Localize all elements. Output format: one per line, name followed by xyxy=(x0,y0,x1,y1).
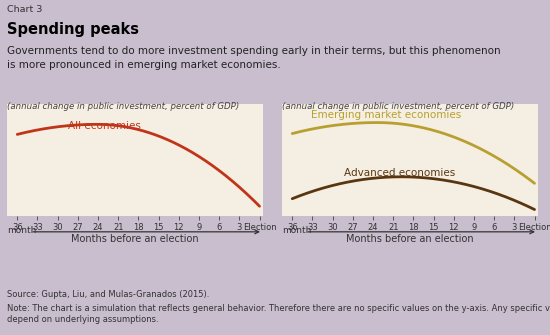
Text: Chart 3: Chart 3 xyxy=(7,5,42,14)
Text: Governments tend to do more investment spending early in their terms, but this p: Governments tend to do more investment s… xyxy=(7,46,500,70)
Text: Months before an election: Months before an election xyxy=(346,234,474,245)
Text: Months before an election: Months before an election xyxy=(71,234,199,245)
Text: Spending peaks: Spending peaks xyxy=(7,22,139,37)
Text: Advanced economies: Advanced economies xyxy=(344,168,455,178)
Text: Source: Gupta, Liu, and Mulas-Granados (2015).: Source: Gupta, Liu, and Mulas-Granados (… xyxy=(7,290,210,299)
Text: All economies: All economies xyxy=(68,121,141,131)
Text: month: month xyxy=(7,226,36,235)
Text: month: month xyxy=(282,226,311,235)
Text: Note: The chart is a simulation that reflects general behavior. Therefore there : Note: The chart is a simulation that ref… xyxy=(7,304,550,324)
Text: Emerging market economies: Emerging market economies xyxy=(311,110,461,120)
Text: (annual change in public investment, percent of GDP): (annual change in public investment, per… xyxy=(7,102,239,111)
Text: (annual change in public investment, percent of GDP): (annual change in public investment, per… xyxy=(282,102,514,111)
